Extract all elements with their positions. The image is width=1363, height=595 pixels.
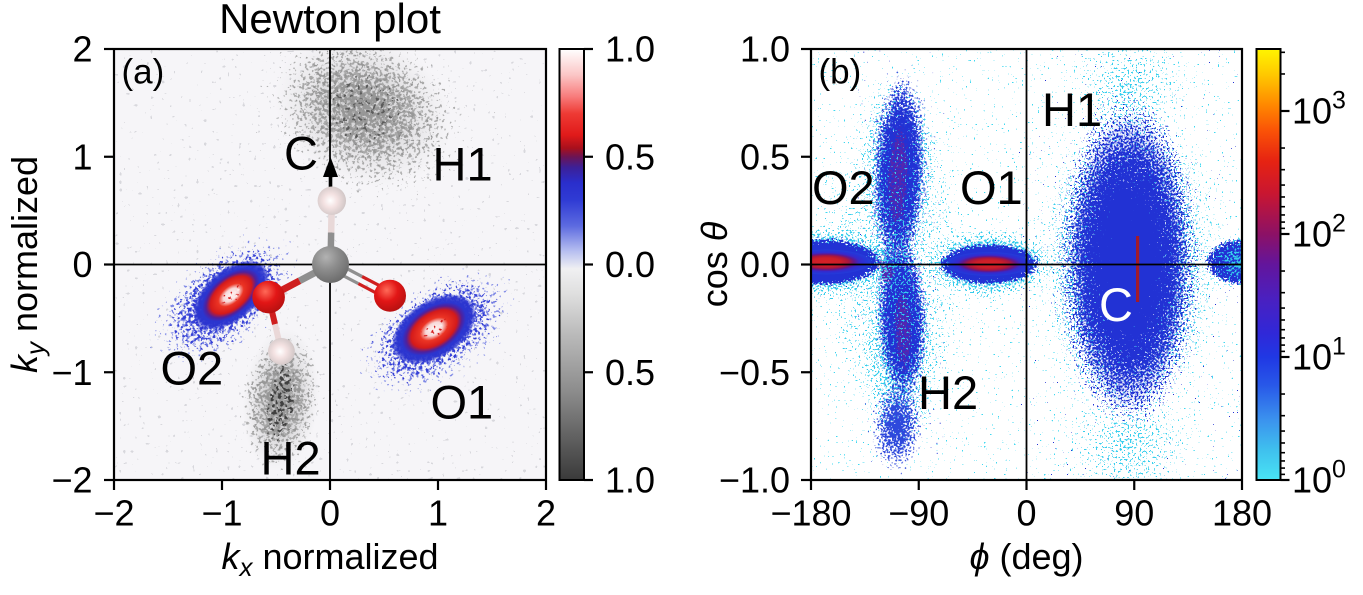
svg-text:−180: −180 xyxy=(770,493,851,534)
svg-text:1.0: 1.0 xyxy=(605,460,655,501)
svg-text:180: 180 xyxy=(1212,493,1272,534)
svg-text:(b): (b) xyxy=(819,53,862,92)
svg-text:0: 0 xyxy=(1016,493,1036,534)
svg-text:90: 90 xyxy=(1114,493,1154,534)
svg-text:(a): (a) xyxy=(122,53,165,92)
svg-text:C: C xyxy=(1099,278,1133,331)
svg-text:kx normalized: kx normalized xyxy=(221,536,438,582)
svg-text:C: C xyxy=(284,127,318,180)
svg-text:ky normalized: ky normalized xyxy=(4,156,50,373)
svg-text:1: 1 xyxy=(428,493,448,534)
svg-text:−0.5: −0.5 xyxy=(719,352,790,393)
svg-text:H1: H1 xyxy=(1042,83,1102,136)
svg-text:Newton plot: Newton plot xyxy=(219,0,441,42)
svg-text:0.5: 0.5 xyxy=(605,352,655,393)
svg-text:1.0: 1.0 xyxy=(740,29,790,70)
svg-text:−1: −1 xyxy=(51,352,92,393)
svg-text:102: 102 xyxy=(1292,210,1346,255)
svg-text:O1: O1 xyxy=(431,376,494,429)
svg-text:−2: −2 xyxy=(51,460,92,501)
svg-text:0.5: 0.5 xyxy=(605,136,655,177)
svg-text:0: 0 xyxy=(320,493,340,534)
svg-text:O1: O1 xyxy=(960,161,1023,214)
svg-text:0: 0 xyxy=(72,244,92,285)
svg-text:O2: O2 xyxy=(812,161,875,214)
svg-text:H2: H2 xyxy=(261,432,321,485)
svg-text:0.5: 0.5 xyxy=(740,136,790,177)
svg-text:−1.0: −1.0 xyxy=(719,460,790,501)
svg-text:−2: −2 xyxy=(93,493,134,534)
svg-text:H2: H2 xyxy=(918,366,978,419)
svg-text:1.0: 1.0 xyxy=(605,29,655,70)
svg-text:1: 1 xyxy=(72,136,92,177)
svg-text:cos θ: cos θ xyxy=(694,221,735,307)
svg-text:2: 2 xyxy=(72,29,92,70)
svg-text:O2: O2 xyxy=(161,342,224,395)
svg-text:H1: H1 xyxy=(433,138,493,191)
svg-text:ϕ (deg): ϕ (deg) xyxy=(969,536,1083,577)
svg-text:−90: −90 xyxy=(888,493,949,534)
svg-text:0.0: 0.0 xyxy=(605,244,655,285)
svg-text:2: 2 xyxy=(536,493,556,534)
svg-text:0.0: 0.0 xyxy=(740,244,790,285)
svg-text:−1: −1 xyxy=(201,493,242,534)
